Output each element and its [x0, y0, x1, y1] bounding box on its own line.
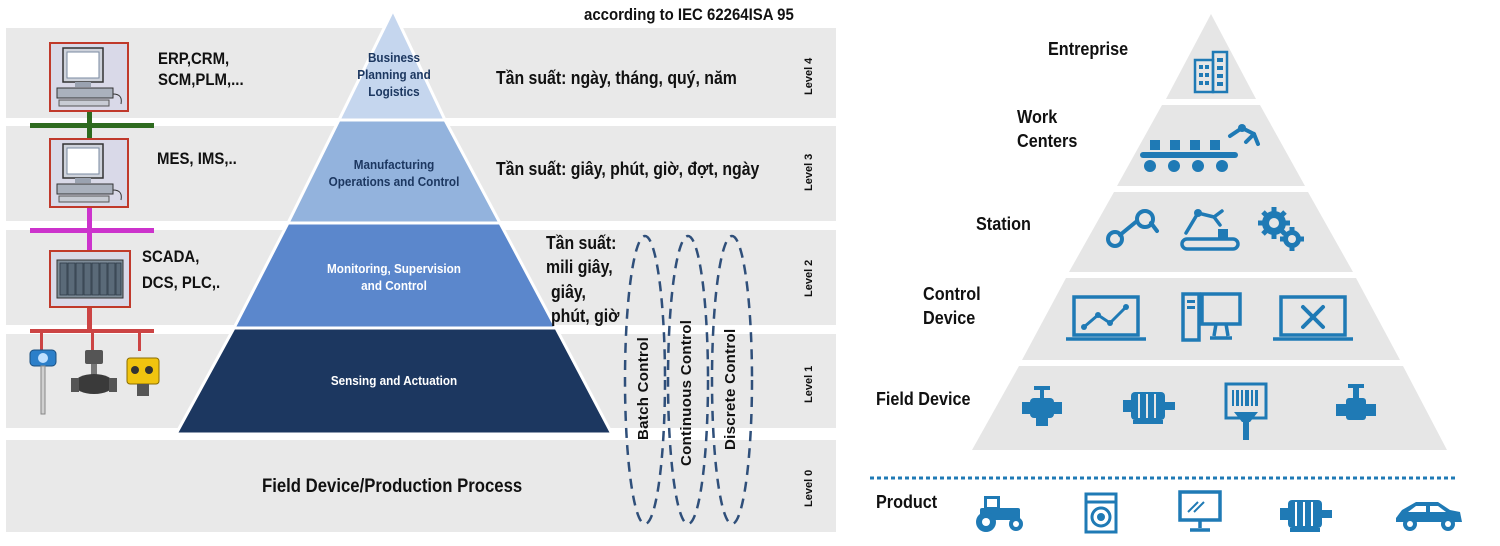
frequency-level-2-line-1: Tần suất: — [546, 233, 617, 253]
barcode-scanner-icon — [1224, 382, 1268, 440]
field-device-production-label: Field Device/Production Process — [262, 476, 523, 497]
pipe-valve-icon — [1336, 384, 1376, 420]
pyramid-label-level-1: Sensing and Actuation — [330, 373, 458, 388]
tractor-icon — [976, 496, 1023, 532]
level-0-label: Level 0 — [803, 469, 815, 507]
conveyor-robot-icon — [1140, 124, 1260, 172]
discrete-control-label: Discrete Control — [722, 328, 739, 451]
valve-icon — [1022, 386, 1062, 426]
plc-rack-icon — [49, 250, 131, 308]
tier-label-control-device: Control Device — [923, 284, 981, 328]
level-1-label: Level 1 — [803, 365, 815, 403]
building-icon — [1193, 50, 1229, 94]
system-label-level-3: MES, IMS,.. — [157, 149, 237, 168]
level-2-label: Level 2 — [803, 259, 815, 297]
pyramid-label-level-2: Monitoring, Supervision and Control — [327, 261, 461, 293]
product-divider-line — [870, 476, 1456, 480]
level-3-label: Level 3 — [803, 153, 815, 191]
laptop-chart-icon — [1066, 295, 1146, 341]
frequency-level-2-line-3: giây, — [551, 282, 586, 302]
transmitter-icon — [29, 349, 57, 415]
level-4-label: Level 4 — [803, 57, 815, 95]
robot-arm-icon — [1106, 209, 1159, 248]
frequency-level-2-line-2: mili giây, — [546, 257, 613, 277]
laptop-tools-icon — [1273, 295, 1353, 341]
monitor-icon — [1178, 490, 1222, 532]
standard-note: according to IEC 62264ISA 95 — [584, 5, 794, 24]
gears-icon — [1258, 207, 1304, 251]
control-type-ellipses — [623, 234, 754, 526]
frequency-level-2-line-4: phút, giờ — [551, 306, 620, 326]
mes-computer-icon — [49, 138, 129, 208]
robot-conveyor-icon — [1180, 209, 1240, 251]
continuous-control-label: Continuous Control — [678, 319, 695, 466]
isa95-pyramid — [173, 6, 615, 436]
system-label-level-2: SCADA, DCS, PLC,. — [142, 247, 221, 292]
limit-switch-icon — [126, 357, 160, 396]
pyramid-label-level-3: Manufacturing Operations and Control — [328, 157, 460, 189]
erp-computer-icon — [49, 42, 129, 112]
network-bus-diagram — [30, 108, 154, 351]
pyramid-label-level-4: Business Planning and Logistics — [357, 50, 431, 99]
system-label-level-4: ERP,CRM, SCM,PLM,... — [158, 49, 244, 89]
car-icon — [1396, 502, 1462, 531]
control-valve-icon — [71, 350, 117, 394]
tier-label-station: Station — [976, 214, 1031, 234]
tier-label-work-centers: Work Centers — [1017, 107, 1078, 151]
band-level-0 — [6, 440, 836, 532]
tier-label-enterprise: Entreprise — [1048, 39, 1129, 59]
desktop-computer-icon — [1181, 292, 1242, 342]
product-motor-icon — [1280, 500, 1332, 532]
product-label: Product — [876, 492, 938, 512]
tier-label-field-device: Field Device — [876, 389, 971, 409]
batch-control-label: Batch Control — [635, 336, 652, 440]
field-instruments-icons — [29, 349, 160, 415]
frequency-level-4: Tần suất: ngày, tháng, quý, năm — [496, 68, 737, 88]
washing-machine-icon — [1084, 492, 1118, 534]
frequency-level-3: Tần suất: giây, phút, giờ, đợt, ngày — [496, 159, 760, 179]
motor-icon — [1123, 392, 1175, 424]
